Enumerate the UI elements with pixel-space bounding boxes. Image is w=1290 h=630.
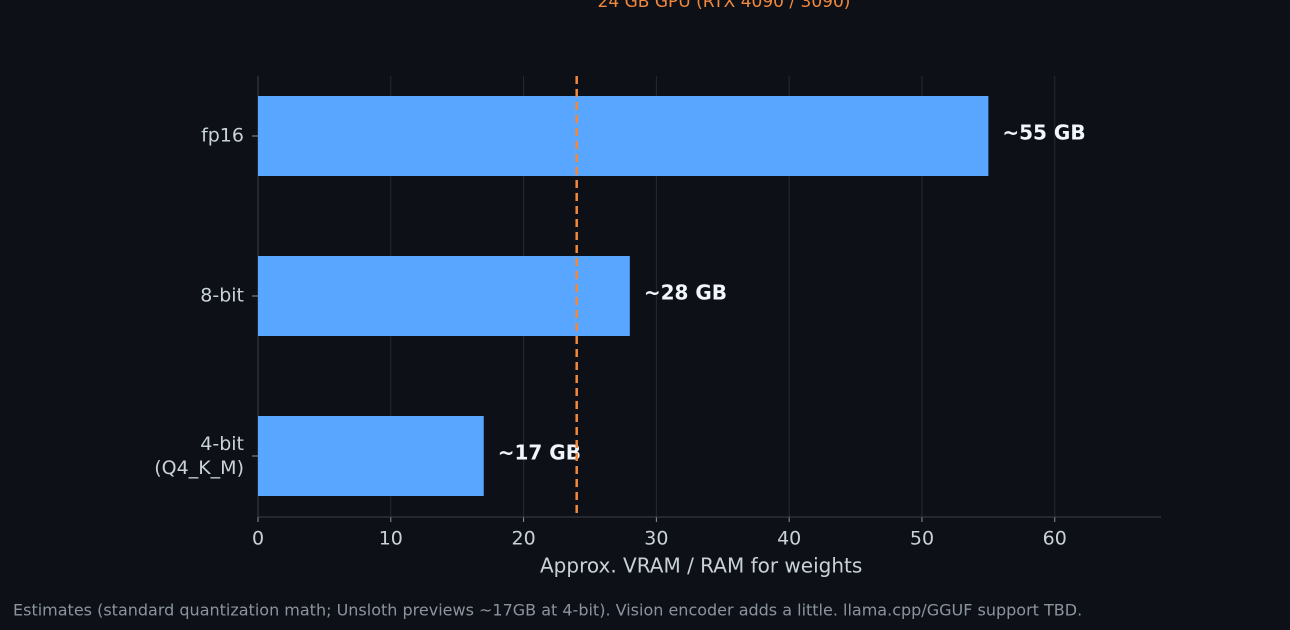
- y-tick-label: fp16: [201, 125, 244, 147]
- value-label: ~55 GB: [1002, 121, 1085, 145]
- x-tick-label: 0: [252, 528, 264, 550]
- x-tick-label: 20: [511, 528, 535, 550]
- x-axis-label: Approx. VRAM / RAM for weights: [540, 554, 862, 578]
- x-tick-label: 30: [644, 528, 668, 550]
- bar: [258, 96, 989, 176]
- reference-label: 24 GB GPU (RTX 4090 / 3090): [598, 0, 851, 12]
- footnote: Estimates (standard quantization math; U…: [13, 601, 1082, 620]
- value-label: ~28 GB: [644, 281, 727, 305]
- value-label: ~17 GB: [498, 441, 581, 465]
- x-tick-label: 10: [379, 528, 403, 550]
- bar: [258, 256, 630, 336]
- x-tick-label: 60: [1043, 528, 1067, 550]
- y-tick-label: 8-bit: [200, 285, 244, 307]
- x-tick-label: 50: [910, 528, 934, 550]
- bar: [258, 416, 484, 496]
- x-tick-label: 40: [777, 528, 801, 550]
- y-tick-label: 4-bit (Q4_K_M): [154, 433, 244, 479]
